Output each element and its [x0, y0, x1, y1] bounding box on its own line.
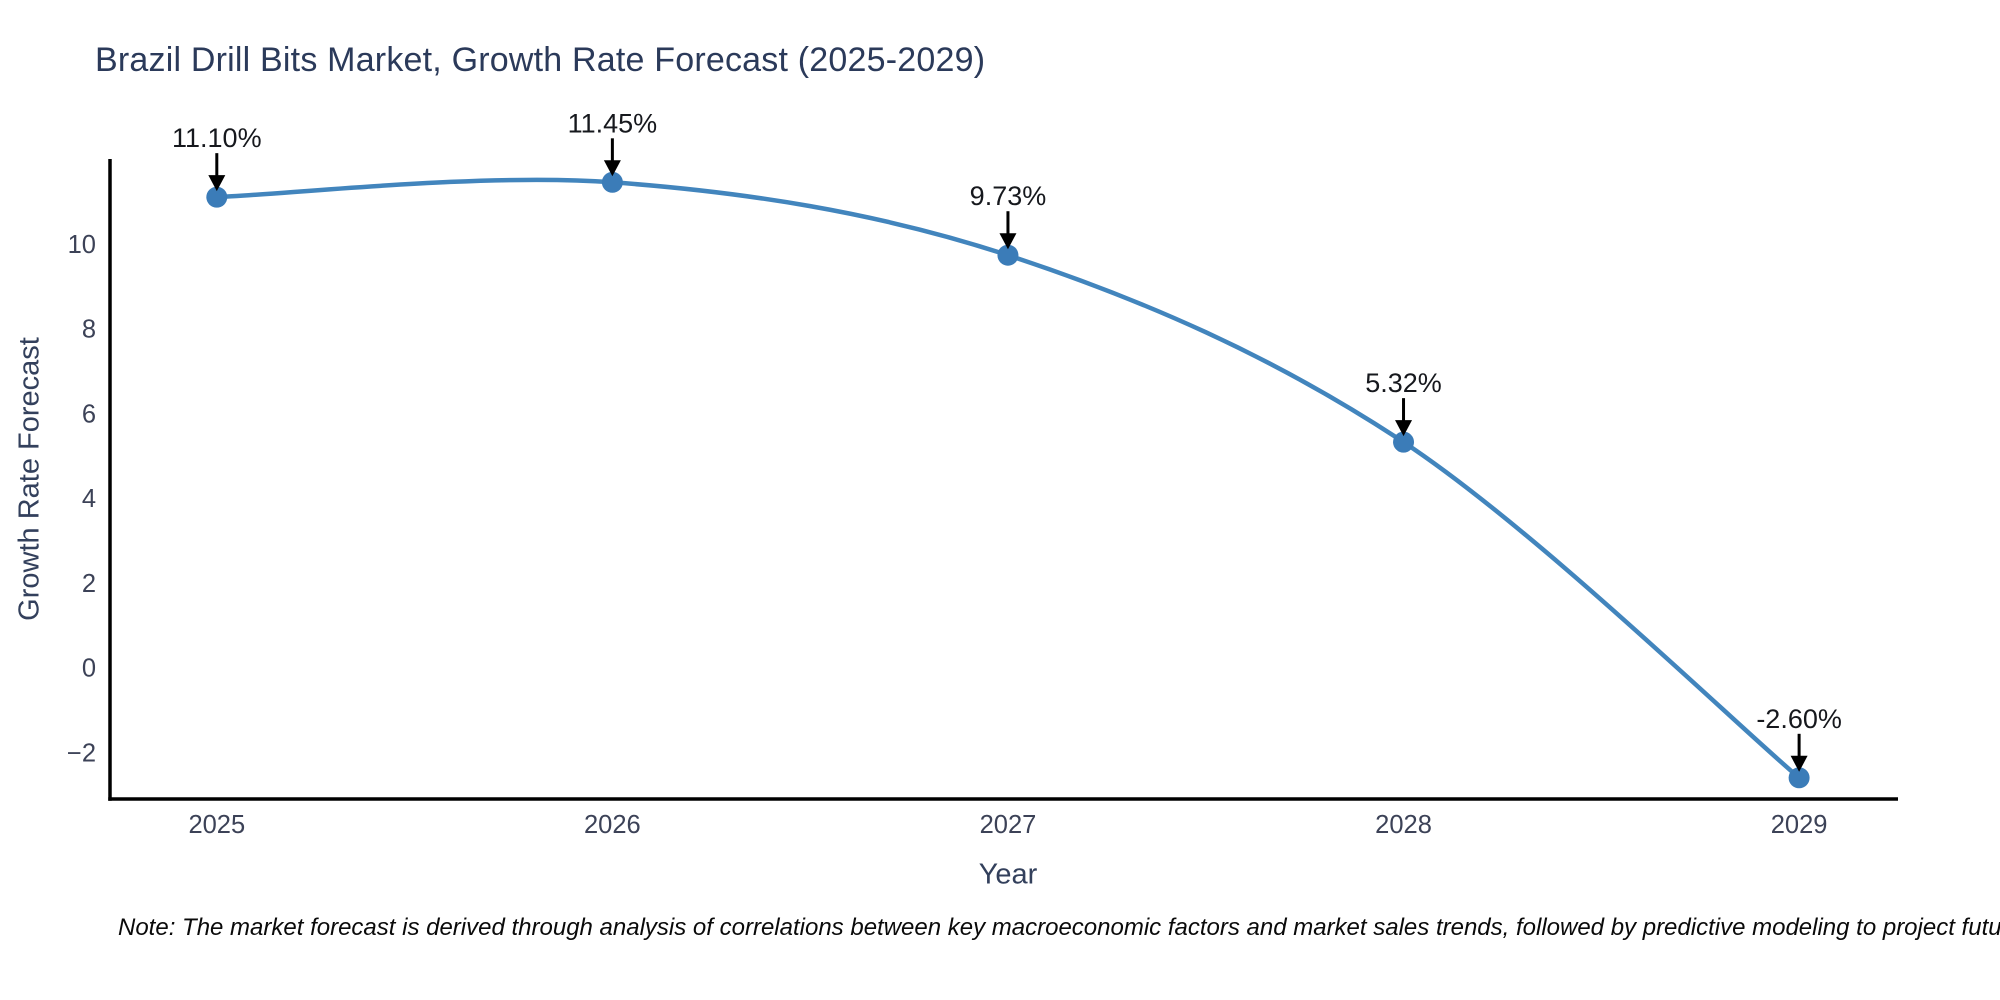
y-tick-label-6: 6 — [82, 400, 96, 428]
x-tick-label-2028: 2028 — [1375, 811, 1432, 839]
y-tick-label-2: 2 — [82, 570, 96, 598]
point-annotation-label: -2.60% — [1756, 704, 1842, 734]
x-axis-title: Year — [978, 858, 1038, 891]
footnote: Note: The market forecast is derived thr… — [118, 914, 2000, 941]
y-tick-label-4: 4 — [82, 485, 96, 513]
y-axis-title: Growth Rate Forecast — [13, 337, 46, 621]
trend-line — [214, 177, 1802, 781]
data-point-2028 — [1393, 431, 1415, 453]
y-tick-label-10: 10 — [68, 231, 96, 259]
data-point-2025 — [206, 186, 228, 208]
annotation-arrowhead — [1395, 420, 1413, 437]
y-tick-label--2: −2 — [67, 739, 96, 767]
data-point-2029 — [1788, 767, 1810, 789]
annotation-arrowhead — [603, 160, 621, 177]
y-tick-label-0: 0 — [82, 655, 96, 683]
x-tick-label-2027: 2027 — [980, 811, 1037, 839]
point-annotation-label: 11.10% — [172, 123, 262, 153]
data-point-2026 — [601, 171, 623, 193]
chart-title: Brazil Drill Bits Market, Growth Rate Fo… — [95, 40, 986, 79]
y-tick-label-8: 8 — [82, 316, 96, 344]
data-point-2027 — [997, 244, 1019, 266]
annotation-arrowhead — [999, 233, 1017, 250]
x-tick-label-2025: 2025 — [188, 811, 245, 839]
point-annotation-label: 9.73% — [970, 181, 1047, 211]
point-annotation-label: 11.45% — [568, 108, 658, 138]
x-tick-label-2029: 2029 — [1771, 811, 1828, 839]
annotation-arrowhead — [1790, 755, 1808, 772]
point-annotation-label: 5.32% — [1365, 368, 1442, 398]
annotation-arrowhead — [208, 175, 226, 192]
x-tick-label-2026: 2026 — [584, 811, 641, 839]
